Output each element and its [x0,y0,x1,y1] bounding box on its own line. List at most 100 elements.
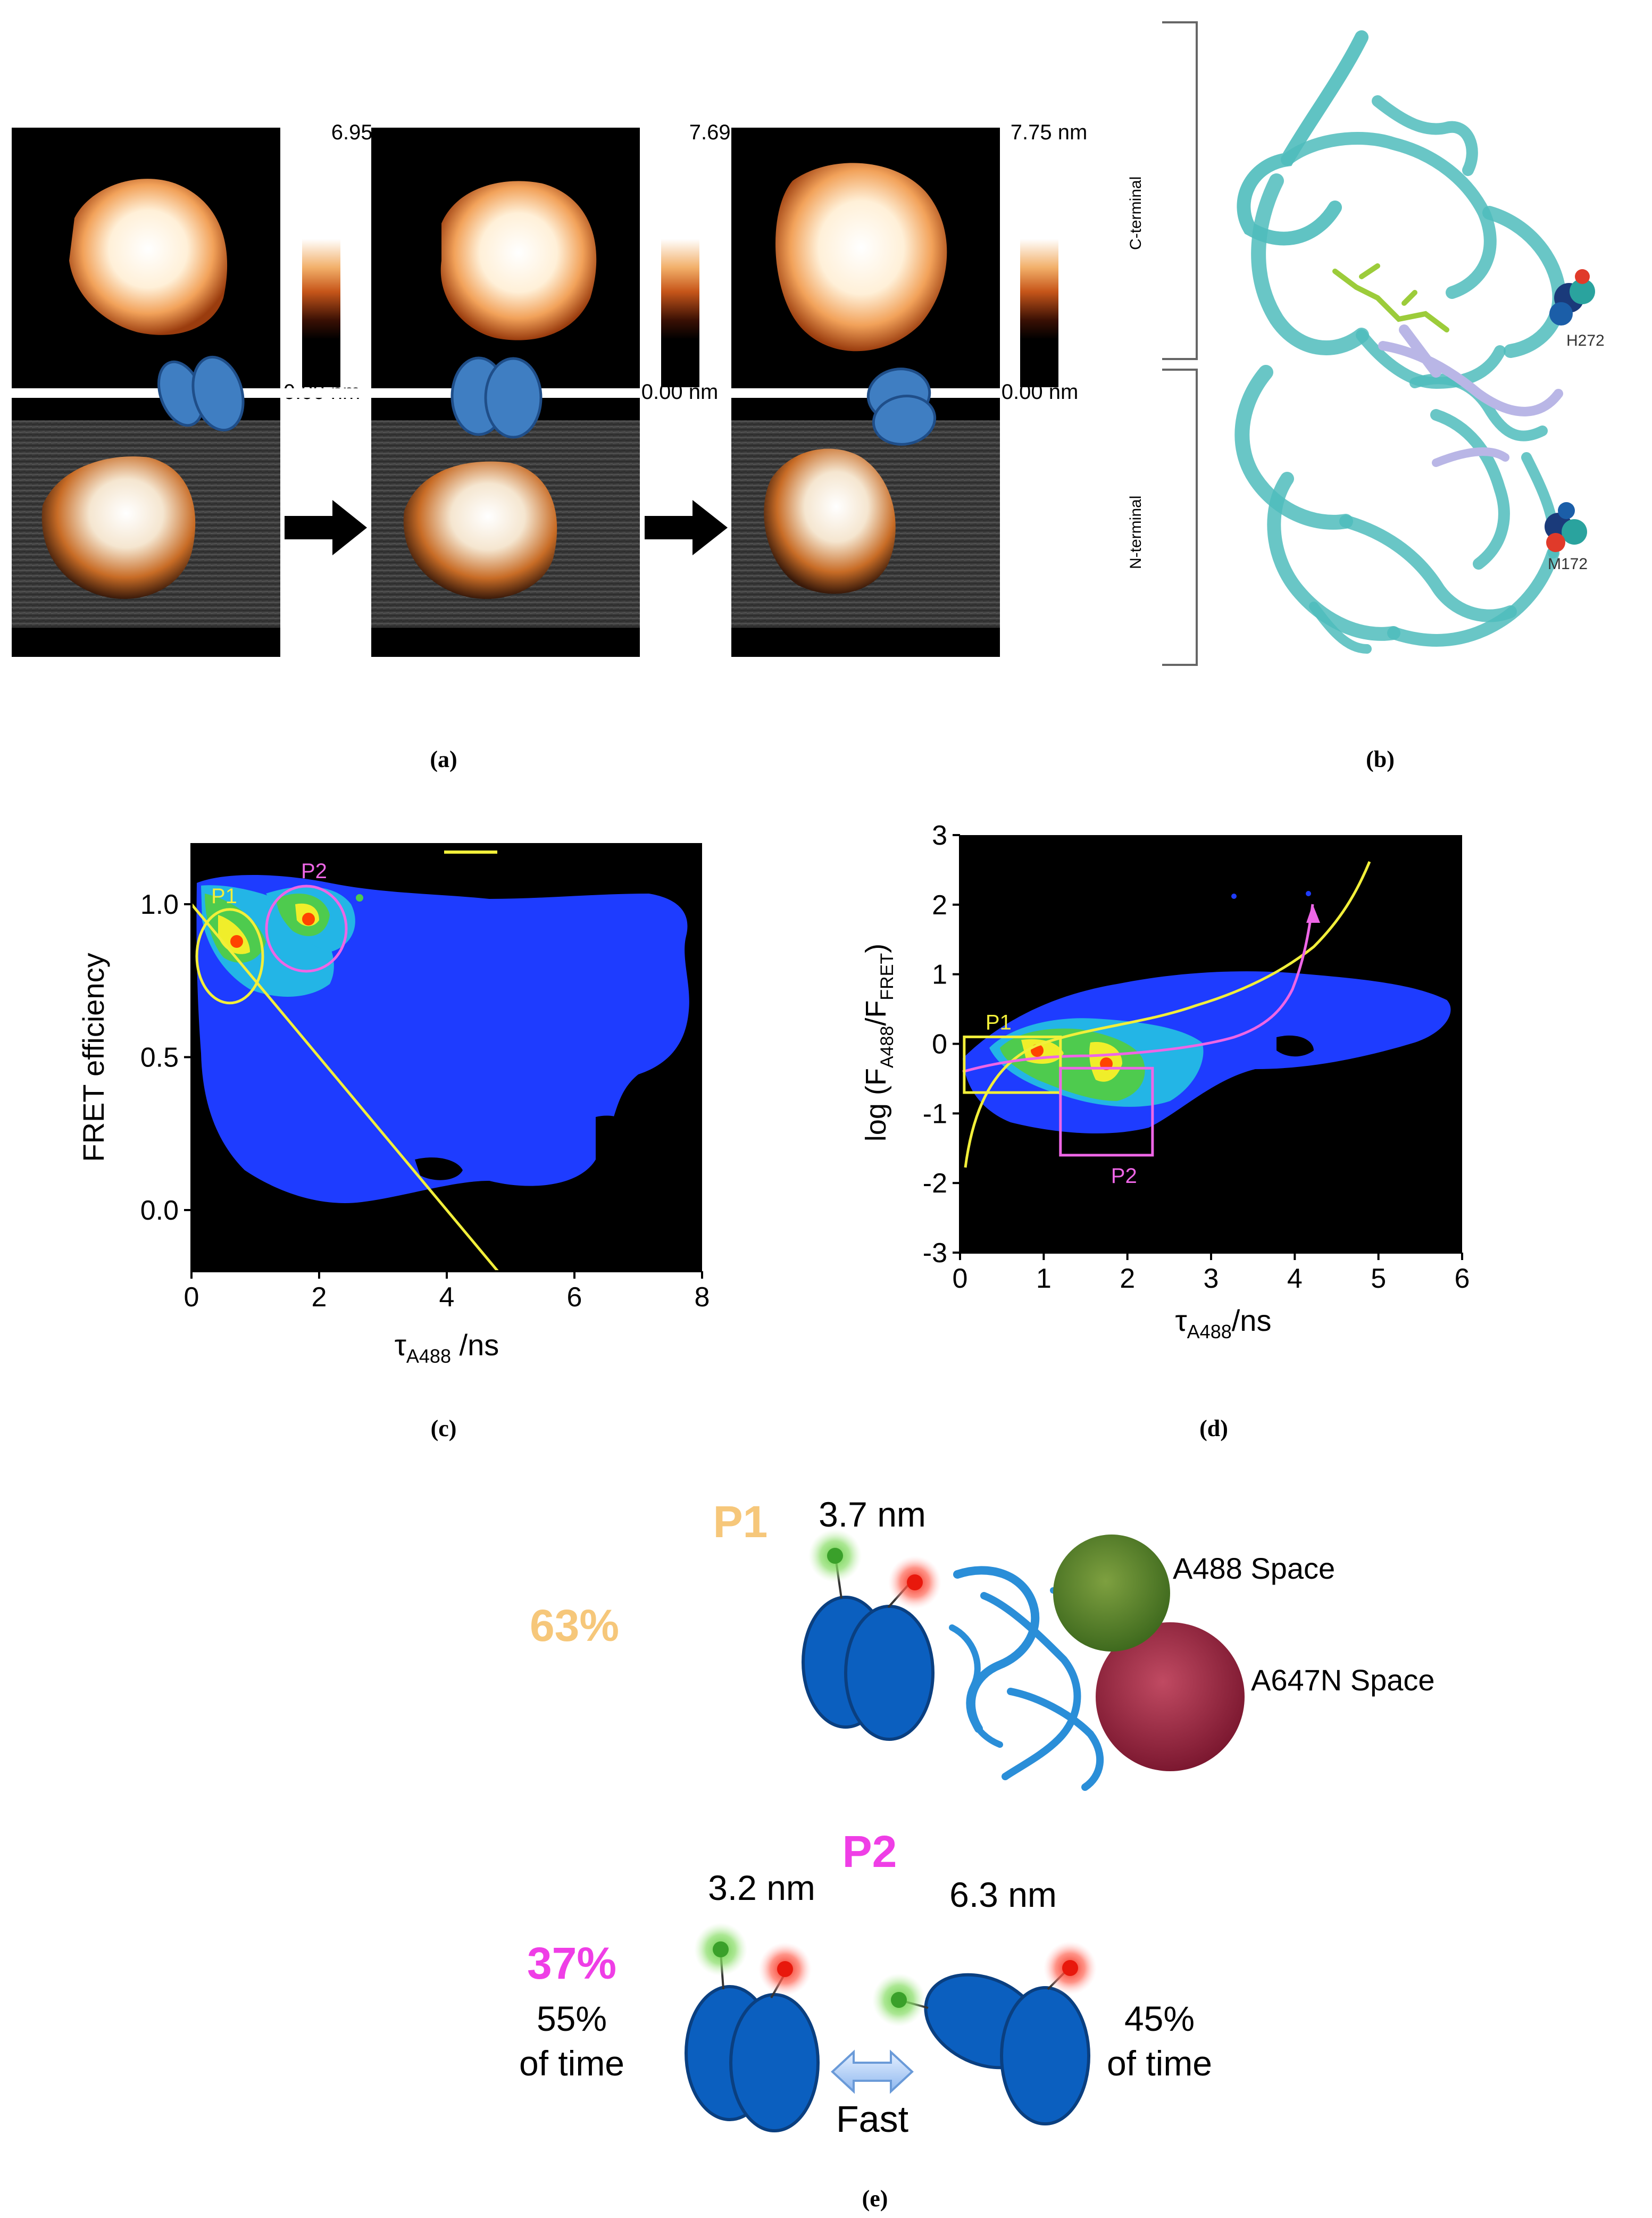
afm-3d-molecule-3 [764,448,896,594]
colorbar-3-min: 0.00 nm [1002,380,1079,404]
fast-label: Fast [836,2098,908,2140]
colorbar-1 [302,148,340,387]
right-arrow-2 [645,500,728,555]
d-x-tick-label: 3 [1204,1263,1219,1294]
afm-frame-1: 6.95 nm 0.00 nm [12,121,408,657]
a488-space-sphere [1053,1535,1170,1652]
p2-right-sub: of time [1107,2044,1212,2083]
lobe-cartoon-3 [866,368,937,446]
afm-molecule-3 [775,163,947,352]
domain-n-terminal: N-terminal [1127,496,1145,569]
d-x-tick-label: 1 [1036,1263,1052,1294]
p1-label-c: P1 [211,885,237,908]
a488-space-label: A488 Space [1173,1552,1335,1585]
domain-c-terminal: C-terminal [1127,177,1145,250]
panel-d-label: (d) [1199,1415,1228,1441]
d-ylabel: log (FA488/FFRET) [860,944,897,1141]
c-x-tick-label: 4 [439,1282,455,1313]
p1-title: P1 [713,1497,768,1547]
static-curve-yellow-d [964,861,1371,1168]
d-x-tick-label: 6 [1455,1263,1470,1294]
d-y-tick-label: -3 [923,1238,947,1269]
plot-c-axes: 0 2 4 6 8 0.0 0.5 1.0 [140,843,710,1313]
afm-frame-2: 7.69 nm 0.00 nm [371,121,766,657]
lobe-cartoon-2 [450,356,543,439]
plot-d-axes: 0 1 2 3 4 5 6 -3 -2 -1 0 1 2 3 [923,820,1470,1294]
p2-right-donor-dot [891,1992,907,2008]
d-x-tick-label: 4 [1287,1263,1303,1294]
p2-distance-left: 3.2 nm [708,1868,815,1907]
panel-c: P1 P2 0 2 4 6 8 0.0 0.5 1.0 FRET efficiency τA4… [77,843,710,1441]
panel-a-label: (a) [430,746,457,772]
p2-left-lobes [685,1952,820,2132]
c-x-tick-label: 0 [184,1282,199,1313]
linker-ribbon [1378,324,1563,467]
lobe-cartoon-1 [157,355,245,432]
static-fret-line [190,903,499,1272]
d-y-tick-label: 3 [932,820,947,851]
p1-lobes [802,1561,935,1741]
d-y-tick-label: -2 [923,1168,947,1199]
panel-b-label: (b) [1366,746,1395,772]
plot-c-heatmap [196,875,689,1203]
d-y-tick-label: -1 [923,1098,947,1129]
colorbar-3-max: 7.75 nm [1011,121,1088,144]
p2-box-d [1059,1066,1154,1157]
p2-right-acceptor-dot [1062,1960,1078,1976]
residue-m172: M172 [1545,502,1588,573]
d-x-tick-label: 0 [953,1263,968,1294]
c-y-tick-label: 1.0 [140,889,179,920]
d-y-tick-label: 1 [932,960,947,990]
p1-donor-dot [827,1548,843,1564]
colorbar-2-min: 0.00 nm [641,380,719,404]
d-xlabel: τA488/ns [1175,1304,1272,1343]
p2-title: P2 [842,1827,897,1877]
domain-bracket-bottom [1162,369,1198,666]
colorbar-3 [1020,148,1058,387]
c-xlabel: τA488 /ns [395,1328,499,1367]
p2-label-c: P2 [301,860,327,883]
p1-circle-c [195,908,264,1005]
d-x-tick-label: 2 [1120,1263,1135,1294]
afm-3d-molecule-2 [403,461,557,599]
ligand [1332,263,1449,332]
dynamic-curve-pink-d [962,904,1314,1073]
p2-percent: 37% [527,1938,616,1988]
d-y-tick-label: 2 [932,890,947,921]
panel-d: P1 P2 0 1 2 3 4 5 6 -3 -2 -1 0 1 2 3 log (FA488/FFRET… [860,820,1470,1441]
panel-e-label: (e) [862,2186,888,2212]
plot-d-heatmap [963,891,1451,1133]
c-ylabel: FRET efficiency [77,953,110,1162]
c-x-tick-label: 2 [312,1282,327,1313]
p2-left-percent: 55% [537,1999,607,2038]
label-m172: M172 [1548,555,1588,573]
p1-box-d [963,1035,1062,1094]
p2-distance-right: 6.3 nm [949,1875,1057,1914]
afm-molecule-2 [440,181,597,340]
domain-bracket-top [1162,21,1198,360]
d-x-tick-label: 5 [1371,1263,1386,1294]
right-arrow-1 [285,500,367,555]
p2-right-lobes [898,1967,1090,2125]
c-x-tick-label: 8 [695,1282,710,1313]
p2-left-acceptor-dot [777,1961,793,1977]
residue-h272: H272 [1549,269,1605,349]
a647n-space-sphere [1096,1622,1245,1771]
afm-molecule-1 [69,179,228,335]
panel-b: C-terminal N-terminal [1127,21,1605,772]
protein-ribbon [1234,30,1566,654]
afm-frame-3: 7.75 nm 0.00 nm [731,121,1087,657]
p1-distance: 3.7 nm [819,1495,926,1534]
label-h272: H272 [1566,332,1605,349]
p2-right-percent: 45% [1124,1999,1195,2038]
panel-e: P1 3.7 nm 63% A488 Space A647N Space P2 … [519,1495,1435,2212]
p2-left-donor-dot [713,1941,729,1957]
p2-left-sub: of time [519,2044,624,2083]
d-y-tick-label: 0 [932,1029,947,1060]
p1-acceptor-dot [907,1574,923,1590]
panel-a: 6.95 nm 0.00 nm 7.69 nm 0.00 nm 7.7 [12,121,1087,772]
colorbar-2 [661,148,699,387]
p1-label-d: P1 [986,1011,1012,1034]
afm-3d-molecule-1 [41,456,196,599]
c-x-tick-label: 6 [567,1282,582,1313]
